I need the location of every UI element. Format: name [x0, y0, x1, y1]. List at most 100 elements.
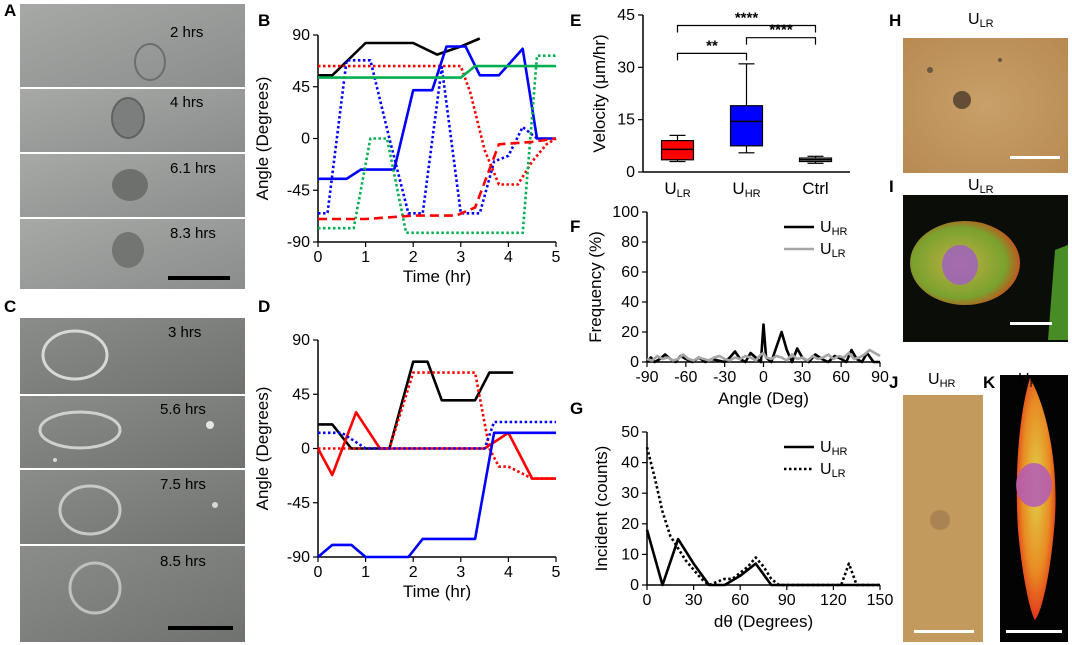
significance-bracket — [676, 24, 817, 33]
y-tick-label: -45 — [287, 495, 310, 512]
series-line — [318, 371, 556, 480]
y-tick-label: 100 — [612, 204, 639, 221]
y-tick-label: -90 — [287, 234, 310, 251]
legend-label: ULR — [820, 461, 846, 480]
cell-outline — [112, 232, 144, 268]
panel-letter-g: G — [570, 399, 583, 418]
frame-time: 8.5 hrs — [160, 553, 206, 570]
series-line — [318, 360, 514, 450]
x-axis-label: Angle (Deg) — [718, 389, 809, 408]
panel-title: UHR — [928, 371, 956, 390]
series-line — [318, 420, 556, 450]
y-tick-label: 0 — [630, 354, 639, 371]
panel-letter-d: D — [258, 297, 270, 316]
x-tick-label: 90 — [778, 592, 796, 609]
x-tick-label: 1 — [361, 564, 370, 581]
panel-letter-b: B — [258, 11, 270, 30]
significance-stars: **** — [769, 22, 793, 39]
micrograph-i: ULR — [903, 177, 1068, 342]
frame-time: 2 hrs — [170, 24, 203, 41]
scale-bar — [914, 630, 974, 633]
x-tick-label: 0 — [759, 369, 768, 386]
y-tick-label: -90 — [287, 549, 310, 566]
panel-letter-i: I — [889, 177, 894, 196]
x-tick-label: 90 — [871, 369, 889, 386]
panel-letter-c: C — [4, 297, 16, 316]
cell-outline — [58, 484, 122, 536]
y-tick-label: 30 — [621, 485, 639, 502]
y-tick-label: 10 — [621, 546, 639, 563]
significance-bracket — [676, 52, 748, 61]
y-tick-label: 90 — [292, 27, 310, 44]
x-tick-label: 120 — [820, 592, 847, 609]
y-tick-label: 0 — [626, 164, 635, 181]
cell-outline — [38, 410, 122, 450]
x-axis-label: Time (hr) — [403, 267, 471, 286]
box — [729, 105, 764, 147]
box — [660, 140, 695, 161]
frame-time: 5.6 hrs — [160, 401, 206, 418]
x-tick-label: 150 — [867, 592, 894, 609]
y-axis-label: Incident (counts) — [592, 446, 611, 572]
frame-time: 8.3 hrs — [170, 225, 216, 242]
series-line — [645, 529, 880, 587]
x-tick-label: 30 — [793, 369, 811, 386]
y-tick-label: 20 — [621, 516, 639, 533]
series-line — [318, 45, 556, 181]
significance-stars: **** — [735, 9, 759, 26]
category-label: Ctrl — [802, 179, 828, 198]
cell-outline — [41, 329, 109, 381]
x-tick-label: 4 — [504, 564, 513, 581]
y-tick-label: 45 — [617, 7, 635, 24]
panel-letter-k: K — [983, 373, 996, 392]
y-tick-label: 20 — [621, 324, 639, 341]
x-tick-label: 0 — [314, 564, 323, 581]
x-tick-label: 0 — [314, 249, 323, 266]
scale-bar — [1010, 156, 1060, 159]
category-label: ULR — [664, 179, 690, 200]
y-tick-label: 0 — [301, 441, 310, 458]
series-line — [646, 348, 881, 362]
micrograph-h: ULR — [903, 11, 1068, 173]
series-line — [317, 431, 556, 559]
legend-label: UHR — [820, 219, 848, 238]
scale-bar — [1006, 630, 1062, 633]
series-line — [645, 446, 880, 587]
frame-time: 7.5 hrs — [160, 476, 206, 493]
micrograph-k: UHR — [1000, 371, 1068, 642]
panel-title: UHR — [1018, 371, 1046, 390]
micrograph-a: 2 hrs 4 hrs 6.1 hrs 8.3 hrs — [20, 4, 245, 289]
panel-letter-h: H — [889, 11, 901, 30]
micrograph-c: 3 hrs 5.6 hrs 7.5 hrs 8.5 hrs — [20, 318, 245, 642]
category-label: UHR — [732, 179, 760, 200]
y-tick-label: 40 — [621, 294, 639, 311]
micrograph-j: UHR — [903, 371, 983, 642]
x-tick-label: 2 — [409, 564, 418, 581]
x-tick-label: 4 — [504, 249, 513, 266]
cell-outline — [111, 97, 145, 139]
y-tick-label: 50 — [621, 424, 639, 441]
significance-bracket — [745, 37, 817, 45]
series-line — [318, 64, 556, 79]
y-tick-label: 45 — [292, 79, 310, 96]
x-tick-label: 3 — [456, 249, 465, 266]
frame-time: 4 hrs — [170, 94, 203, 111]
series-line — [318, 58, 538, 215]
x-tick-label: 60 — [832, 369, 850, 386]
y-axis-label: Velocity (μm/hr) — [590, 34, 609, 152]
frame-time: 6.1 hrs — [170, 160, 216, 177]
legend-label: UHR — [820, 439, 848, 458]
y-axis-label: Frequency (%) — [586, 231, 605, 342]
scale-bar — [1010, 322, 1052, 325]
panel-title: ULR — [968, 11, 994, 30]
y-tick-label: 45 — [292, 386, 310, 403]
y-tick-label: 40 — [621, 455, 639, 472]
x-tick-label: 1 — [361, 249, 370, 266]
scale-bar — [168, 626, 233, 630]
series-line — [318, 54, 556, 235]
y-tick-label: 60 — [621, 264, 639, 281]
